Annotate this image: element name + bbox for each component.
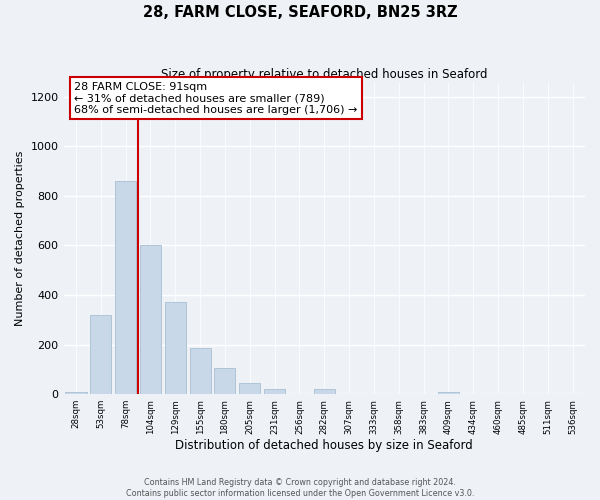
Bar (90, 315, 112, 394)
Bar (314, 389, 335, 394)
Y-axis label: Number of detached properties: Number of detached properties (15, 150, 25, 326)
Bar (140, 246, 161, 394)
Bar (190, 348, 211, 394)
Bar (165, 302, 186, 394)
Text: Contains HM Land Registry data © Crown copyright and database right 2024.
Contai: Contains HM Land Registry data © Crown c… (126, 478, 474, 498)
Text: 28, FARM CLOSE, SEAFORD, BN25 3RZ: 28, FARM CLOSE, SEAFORD, BN25 3RZ (143, 5, 457, 20)
Title: Size of property relative to detached houses in Seaford: Size of property relative to detached ho… (161, 68, 488, 80)
X-axis label: Distribution of detached houses by size in Seaford: Distribution of detached houses by size … (175, 440, 473, 452)
Bar (438, 392, 459, 394)
Text: 28 FARM CLOSE: 91sqm
← 31% of detached houses are smaller (789)
68% of semi-deta: 28 FARM CLOSE: 91sqm ← 31% of detached h… (74, 82, 358, 115)
Bar (65, 392, 86, 394)
Bar (115, 181, 136, 394)
Bar (264, 389, 285, 394)
Bar (214, 368, 235, 394)
Bar (239, 382, 260, 394)
